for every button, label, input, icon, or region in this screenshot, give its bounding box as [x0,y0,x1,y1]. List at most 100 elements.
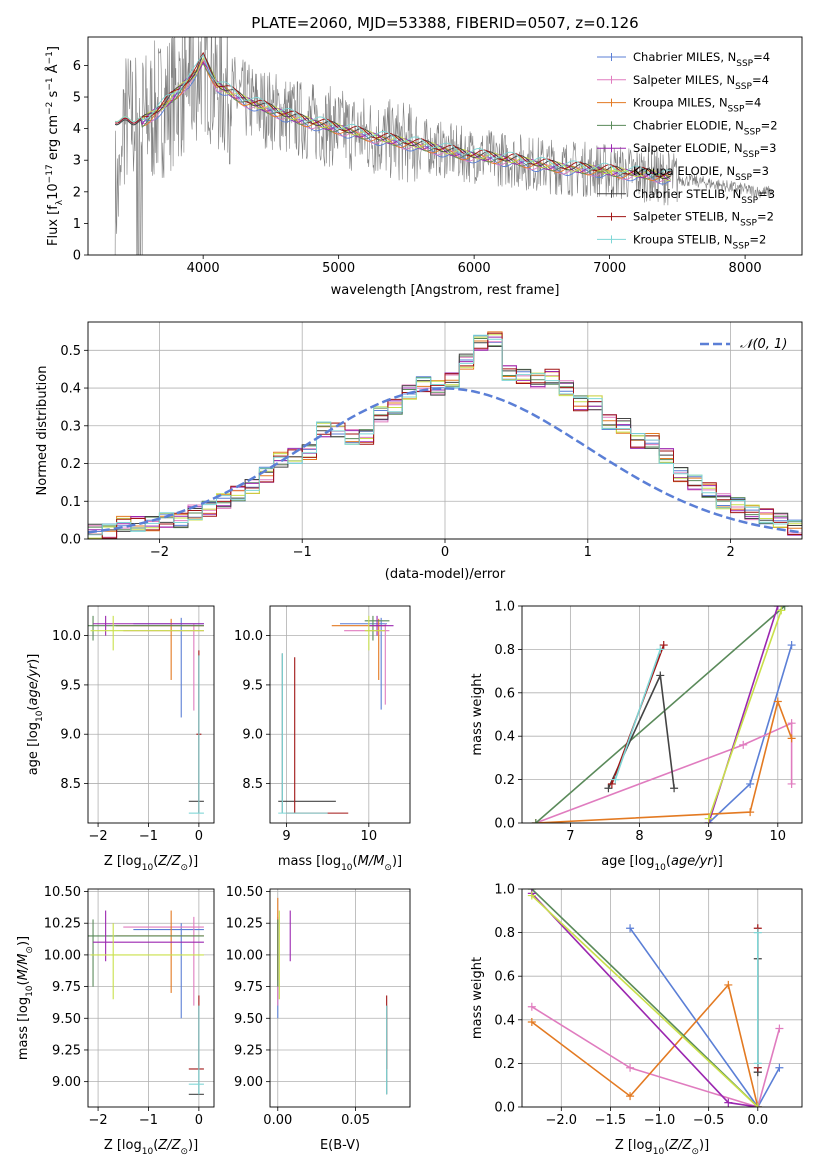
y-tick-label: 4 [73,122,81,137]
y-tick-label: 0.3 [60,419,81,434]
legend-entry: Chabrier ELODIE, NSSP=2 [633,118,778,137]
model-spectrum-chabrier-elodie [114,62,671,180]
y-axis-label: mass weight [470,673,485,755]
x-tick-label: 0.00 [263,1113,292,1128]
y-tick-label: 9.00 [52,1075,81,1090]
x-tick-label: 1 [584,545,592,560]
legend-entry: Chabrier MILES, NSSP=4 [633,50,770,69]
weight-point [787,779,796,788]
x-axis-label: Z [log10(Z/Z⊙)] [104,854,198,873]
y-tick-label: 0 [73,249,81,264]
y-tick-label: 0.0 [494,1101,515,1116]
weight-line-chabrier-miles [629,927,781,1107]
weight-point [531,819,540,823]
weight-point [775,1063,784,1072]
axes-mass_vs_EBV: 0.00 0.05 9.00 9.25 9.50 9.75 10.00 10.25 10.50 E… [226,885,411,1153]
y-tick-label: 0.2 [494,773,515,788]
model-spectrum-salpeter-elodie [114,61,671,182]
legend-entry: Chabrier STELIB, NSSP=3 [633,187,775,206]
x-tick-label: −2.0 [546,1113,578,1128]
x-tick-label: −1 [139,829,158,844]
y-tick-label: 5 [73,91,81,106]
axes-frame [87,888,215,1108]
y-tick-label: 2 [73,185,81,200]
axes-frame [87,36,803,256]
weight-line-salpeter-miles [535,721,793,823]
weight-point [659,641,668,650]
y-tick-label: 0.4 [494,730,515,745]
y-tick-label: 10.50 [44,885,81,900]
y-tick-label: 1 [73,217,81,232]
model-spectrum-salpeter-miles [114,58,671,183]
axes-mass_weight_vs_Z: −2.0 −1.5 −1.0 −0.5 0.0 0.0 0.2 0.4 0.6 0.8 1.0 Z [… [470,883,803,1157]
weight-line-salpeter-miles [531,1006,781,1107]
x-tick-label: −2 [88,1113,107,1128]
weight-point [626,1092,635,1101]
y-tick-label: 0.6 [494,970,515,985]
weight-point [739,740,748,749]
weight-point [527,1017,536,1026]
errorbars [278,615,394,814]
legend-entry: Salpeter STELIB, NSSP=2 [633,210,774,229]
axes-age_vs_Z: −2 −1 0 8.5 9.0 9.5 10.0 Z [log10(Z/Z⊙)] age [lo… [26,605,215,873]
y-tick-label: 0.6 [494,686,515,701]
weight-line-chabrier-elodie [535,606,786,823]
y-tick-label: 8.5 [242,777,263,792]
weight-point [787,734,796,743]
x-tick-label: 9 [705,829,713,844]
weight-line-kroupa-miles [535,698,793,823]
y-tick-label: 9.25 [52,1043,81,1058]
y-tick-label: 0.1 [60,495,81,510]
model-spectrum-kroupa-stelib [114,53,671,176]
y-tick-label: 9.0 [242,728,263,743]
y-tick-label: 10.0 [52,629,81,644]
axes-frame [269,888,411,1108]
x-tick-label: −1 [293,545,312,560]
x-tick-label: 7 [566,829,574,844]
y-tick-label: 0.2 [60,457,81,472]
x-tick-label: −1.5 [595,1113,627,1128]
x-tick-label: −0.5 [693,1113,725,1128]
x-axis-label: mass [log10(M/M⊙)] [278,854,402,873]
weight-point [670,784,679,793]
weight-point [746,779,755,788]
legend-entry: Kroupa ELODIE, NSSP=3 [633,164,769,183]
x-tick-label: 0 [195,829,203,844]
weight-point [775,1024,784,1033]
x-tick-label: 0.0 [747,1113,768,1128]
x-tick-label: −1.0 [644,1113,676,1128]
y-tick-label: 9.5 [242,678,263,693]
y-tick-label: 3 [73,154,81,169]
weight-point [527,891,536,900]
errorbars [88,910,204,1095]
y-tick-label: 1.0 [494,600,515,615]
y-axis-label: mass weight [470,957,485,1039]
y-axis-label: age [log10(age/yr)] [26,654,45,776]
axes-mass_vs_Z: −2 −1 0 9.00 9.25 9.50 9.75 10.00 10.25 10.50 Z [l… [16,885,215,1157]
y-tick-label: 9.00 [234,1075,263,1090]
axes-age_vs_mass: 9 10 8.5 9.0 9.5 10.0 mass [log10(M/M⊙)] [234,605,411,873]
y-tick-label: 0.0 [494,817,515,832]
weight-point [773,697,782,706]
spectrum-plot [114,37,773,255]
y-axis-label: Flux [fλ10−17 erg cm−2 s−1 Å−1] [45,46,65,246]
y-tick-label: 0.2 [494,1057,515,1072]
legend-entry: Salpeter MILES, NSSP=4 [633,73,769,92]
y-tick-label: 10.25 [44,917,81,932]
axes-frame [521,605,803,824]
x-axis-label: wavelength [Angstrom, rest frame] [331,283,560,298]
y-tick-label: 10.50 [226,885,263,900]
x-tick-label: 8000 [729,261,762,276]
x-axis-label: Z [log10(Z/Z⊙)] [104,1138,198,1157]
y-tick-label: 10.00 [44,948,81,963]
x-tick-label: 0 [441,545,449,560]
x-axis-label: Z [log10(Z/Z⊙)] [615,1138,709,1157]
x-tick-label: 7000 [593,261,626,276]
y-tick-label: 9.5 [60,678,81,693]
weight-point [787,719,796,728]
axes-frame [87,605,215,824]
y-tick-label: 1.0 [494,883,515,898]
x-tick-label: 0.05 [341,1113,370,1128]
weight-point [656,645,665,654]
